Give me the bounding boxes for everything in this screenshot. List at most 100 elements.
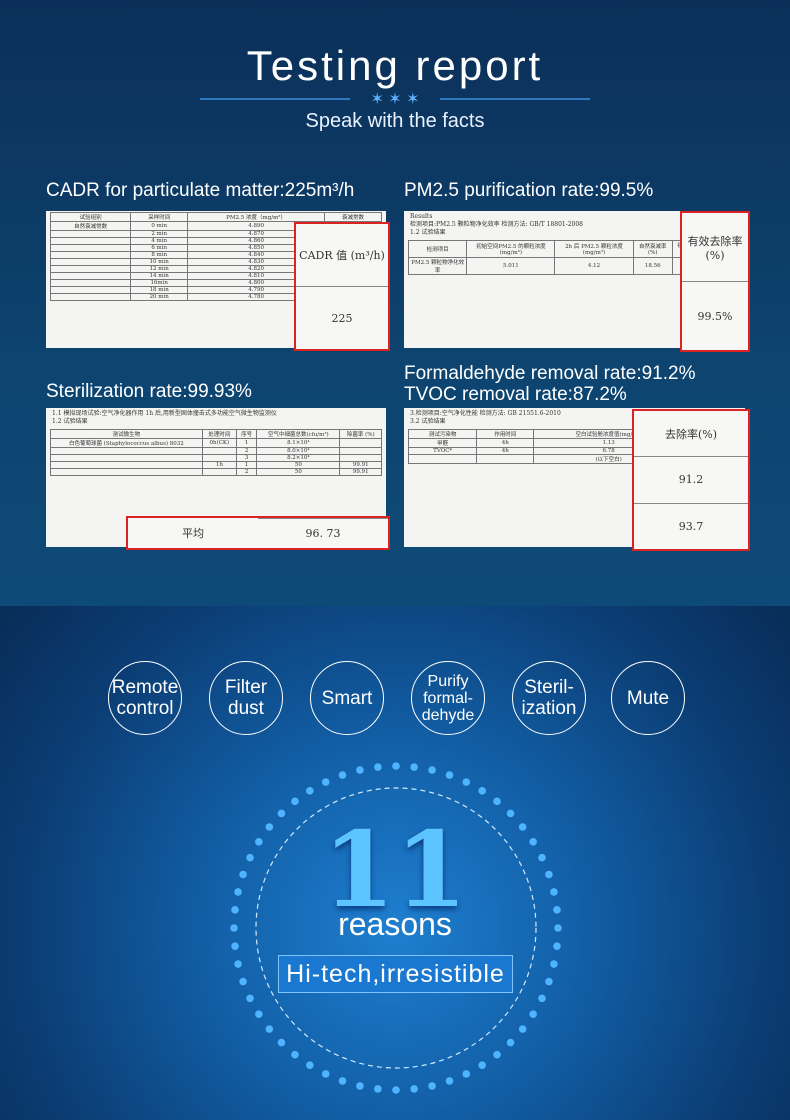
subtitle: Speak with the facts xyxy=(305,110,485,132)
ring-dot xyxy=(410,1085,418,1093)
table-cell xyxy=(201,447,237,455)
ring-dot xyxy=(277,1038,286,1047)
header-cell: 除菌率 (%) xyxy=(339,429,382,439)
ring-dot xyxy=(306,1061,314,1069)
ring-dot xyxy=(550,960,558,968)
table-cell xyxy=(476,454,535,464)
table-cell: 50 xyxy=(256,468,341,476)
ring-dot xyxy=(506,809,515,818)
badge-word: reasons xyxy=(338,906,452,942)
table-row: 1h 1 50 99.91 xyxy=(50,461,382,469)
highlight-label: 有效去除率(%) xyxy=(687,234,743,262)
ring-dot xyxy=(554,924,562,932)
table-cell xyxy=(339,447,382,455)
intro-line: 3.2 试验结果 xyxy=(410,418,446,425)
ring-dot xyxy=(231,942,239,950)
table-cell: 16min xyxy=(130,279,189,287)
ring-dot xyxy=(321,1070,330,1078)
header-cell: 检测项目 xyxy=(407,240,468,258)
header-cell: 自然衰减率(%) xyxy=(632,240,673,258)
title: Testing report xyxy=(246,42,544,89)
table-cell xyxy=(201,468,237,476)
highlight-box: 平均 96. 73 xyxy=(126,516,390,550)
caption-line: Formaldehyde removal rate:91.2% xyxy=(404,363,696,384)
feature-circle: Remote control xyxy=(108,661,182,735)
ring-dot xyxy=(553,942,561,950)
table-cell: 4.12 xyxy=(554,257,634,275)
table-row: 2 50 99.91 xyxy=(50,468,382,476)
ring-dot xyxy=(550,888,558,896)
report-caption: CADR for particulate matter:225m³/h xyxy=(46,180,354,201)
intro: 3.检测项目:空气净化性能 检测方法: GB 21551.6-2010 3.2 试… xyxy=(404,408,745,428)
highlight-value: 225 xyxy=(296,286,388,349)
ring-dot xyxy=(374,1085,382,1093)
feature-line: Remote xyxy=(111,677,179,698)
caption-line: TVOC removal rate:87.2% xyxy=(404,384,627,405)
table-cell: 5.011 xyxy=(466,257,556,275)
ring-dot xyxy=(518,823,527,831)
ring-dot xyxy=(529,1010,537,1018)
header-cell: PM2.5 浓度（mg/m³） xyxy=(187,212,325,222)
table-cell xyxy=(49,279,132,287)
ring-dot xyxy=(277,809,286,818)
highlight-box: 有效去除率(%) 99.5% xyxy=(680,211,750,352)
intro-line: 1.2 试验结果 xyxy=(52,418,88,425)
ring-dot xyxy=(306,787,314,795)
ring-dot xyxy=(493,1050,501,1059)
ring-dot xyxy=(338,771,347,779)
report-caption: Formaldehyde removal rate:91.2% TVOC remo… xyxy=(404,363,695,405)
caption-line: CADR for particulate matter:225m³/h xyxy=(46,180,355,201)
table-cell xyxy=(49,265,132,273)
feature-circle: Steril-ization xyxy=(512,661,586,735)
ring-dot xyxy=(506,1038,515,1047)
table-cell: 50 xyxy=(256,461,341,469)
highlight-box: CADR 值 (m³/h) 225 xyxy=(294,222,390,351)
table-cell xyxy=(49,286,132,294)
table-cell xyxy=(49,272,132,280)
table-cell: 18 min xyxy=(130,286,189,294)
table-cell: 12 min xyxy=(130,265,189,273)
feature-circle: Mute xyxy=(611,661,685,735)
table-cell xyxy=(50,461,203,469)
ring-dot xyxy=(246,994,254,1003)
ring-dot xyxy=(445,1077,454,1085)
ring-dot xyxy=(356,766,364,774)
table-cell: 14 min xyxy=(130,272,189,280)
table-row: 白色葡萄球菌 (Staphylococcus albus) 8032 0h(CK)… xyxy=(50,438,382,448)
ring-dot xyxy=(462,778,471,786)
ring-dot xyxy=(234,888,242,896)
feature-circle: Filter dust xyxy=(209,661,283,735)
header-cell: 试验组别 xyxy=(49,212,132,222)
header-cell: 序号 xyxy=(235,429,258,439)
badge-tagline: Hi-tech,irresistible xyxy=(278,955,513,993)
table-cell: 甲醛 xyxy=(407,438,478,448)
table-cell: 8.2×10⁴ xyxy=(256,454,341,462)
ring-dot xyxy=(392,762,400,770)
table-cell: 1 xyxy=(235,438,258,448)
feature-line: formal- xyxy=(423,689,473,707)
table-cell: 1h xyxy=(201,461,237,469)
intro-line: 1.2 试验结果 xyxy=(410,229,446,236)
table-cell xyxy=(49,251,132,259)
table-cell: 99.91 xyxy=(339,468,382,476)
report-caption: PM2.5 purification rate:99.5% xyxy=(404,180,653,201)
table-cell: 白色葡萄球菌 (Staphylococcus albus) 8032 xyxy=(50,438,203,448)
table-cell xyxy=(49,230,132,238)
feature-line: Purify xyxy=(427,672,469,690)
table-cell: 20 min xyxy=(130,293,189,301)
ring-dot xyxy=(356,1082,364,1090)
table-cell xyxy=(49,237,132,245)
feature-line: dehyde xyxy=(421,706,475,724)
ring-dot xyxy=(374,763,382,771)
ring-dot xyxy=(291,1050,299,1059)
header-cell: 测试污染物 xyxy=(407,429,478,439)
feature-line: ization xyxy=(521,698,577,719)
ring-dot xyxy=(518,1025,527,1033)
highlight-label: 平均 xyxy=(182,527,204,540)
table-cell: 0 min xyxy=(130,221,189,231)
table-cell: 10 min xyxy=(130,258,189,266)
table-cell xyxy=(49,258,132,266)
table-header: 试验组别 采样时间 PM2.5 浓度（mg/m³） 衰减常数 xyxy=(49,212,383,222)
